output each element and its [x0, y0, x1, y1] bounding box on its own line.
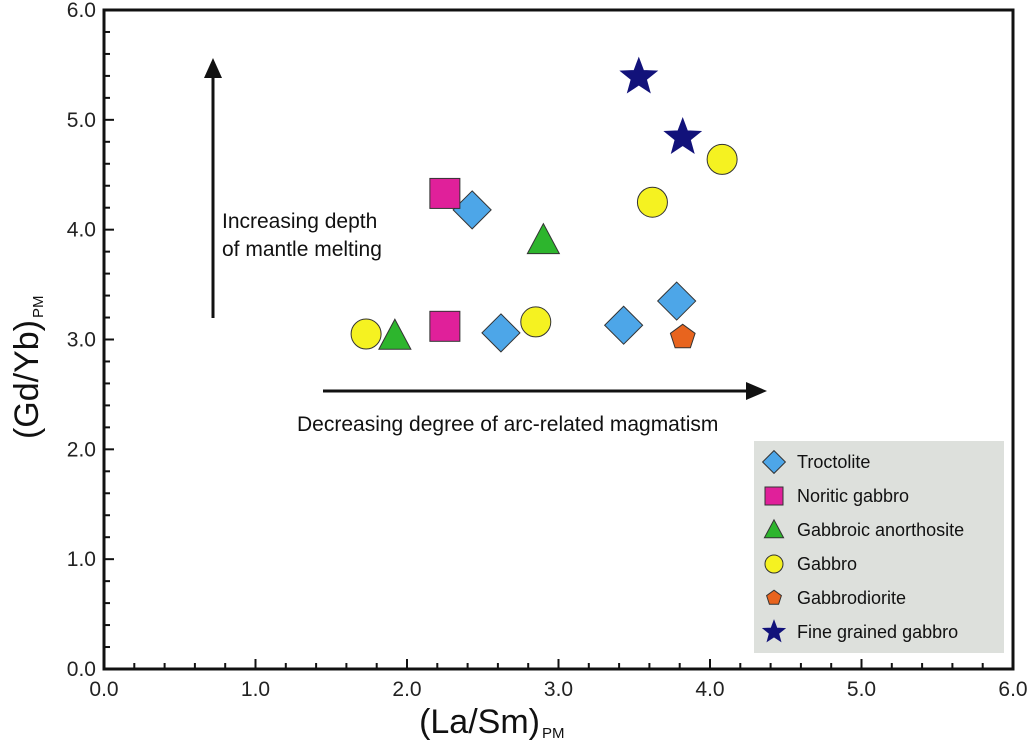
point-gabbro [636, 186, 668, 218]
horizontal-arrow-head [746, 382, 767, 400]
y-tick-labels: 0.0 1.0 2.0 3.0 4.0 5.0 6.0 [67, 0, 96, 681]
y-tick-label: 3.0 [67, 329, 96, 352]
legend-marker-gabbrodiorite [766, 589, 782, 605]
vertical-arrow-label-line2: of mantle melting [222, 238, 382, 261]
y-axis-title-subscript: PM [30, 296, 47, 319]
y-axis-title: (Gd/Yb) [8, 320, 46, 439]
legend-marker-fine-grained-gabbro [761, 619, 787, 643]
point-troctolite [481, 313, 521, 353]
vertical-arrow-head [204, 58, 222, 78]
y-tick-label: 0.0 [67, 658, 96, 681]
legend-label-gabbro: Gabbro [797, 554, 857, 574]
point-gabbroic-anorthosite [526, 222, 561, 255]
x-tick-labels: 0.0 1.0 2.0 3.0 4.0 5.0 6.0 [89, 678, 1027, 701]
point-gabbro [350, 318, 382, 350]
legend-marker-gabbroic-anorthosite [763, 518, 785, 539]
x-tick-label: 2.0 [392, 678, 421, 701]
x-tick-label: 1.0 [241, 678, 270, 701]
x-tick-label: 4.0 [695, 678, 724, 701]
legend-label-gabbrodiorite: Gabbrodiorite [797, 588, 906, 608]
point-gabbro [706, 143, 738, 175]
point-gabbroic-anorthosite [378, 318, 412, 350]
x-axis-title-subscript: PM [542, 725, 565, 741]
point-gabbrodiorite [669, 323, 696, 349]
data-points [350, 56, 738, 353]
x-tick-label: 0.0 [89, 678, 118, 701]
legend: Troctolite Noritic gabbro Gabbroic anortho… [754, 441, 1004, 653]
y-axis-title-group: (Gd/Yb) PM [8, 296, 47, 440]
point-fine-grained-gabbro [619, 56, 659, 94]
legend-label-troctolite: Troctolite [797, 452, 870, 472]
y-tick-label: 4.0 [67, 219, 96, 242]
legend-label-gabbroic-anorthosite: Gabbroic anorthosite [797, 520, 964, 540]
horizontal-arrow-label: Decreasing degree of arc-related magmati… [297, 413, 718, 436]
x-tick-label: 5.0 [847, 678, 876, 701]
tick-marks [103, 9, 1014, 670]
x-tick-label: 3.0 [544, 678, 573, 701]
y-tick-label: 5.0 [67, 109, 96, 132]
point-troctolite [603, 305, 644, 345]
y-tick-label: 6.0 [67, 0, 96, 22]
point-gabbro [520, 306, 552, 338]
legend-label-fine-grained-gabbro: Fine grained gabbro [797, 622, 958, 642]
x-tick-label: 6.0 [998, 678, 1027, 701]
point-fine-grained-gabbro [663, 116, 703, 154]
legend-marker-gabbro [764, 554, 784, 574]
x-axis-title: (La/Sm) [419, 703, 540, 741]
y-tick-label: 2.0 [67, 438, 96, 461]
point-troctolite [656, 281, 697, 321]
legend-box [754, 441, 1004, 653]
legend-marker-troctolite [761, 449, 787, 475]
legend-marker-noritic-gabbro [764, 486, 784, 506]
point-noritic-gabbro [429, 177, 461, 209]
vertical-arrow-label-line1: Increasing depth [222, 210, 377, 233]
y-tick-label: 1.0 [67, 548, 96, 571]
point-noritic-gabbro [429, 310, 461, 342]
legend-label-noritic-gabbro: Noritic gabbro [797, 486, 909, 506]
